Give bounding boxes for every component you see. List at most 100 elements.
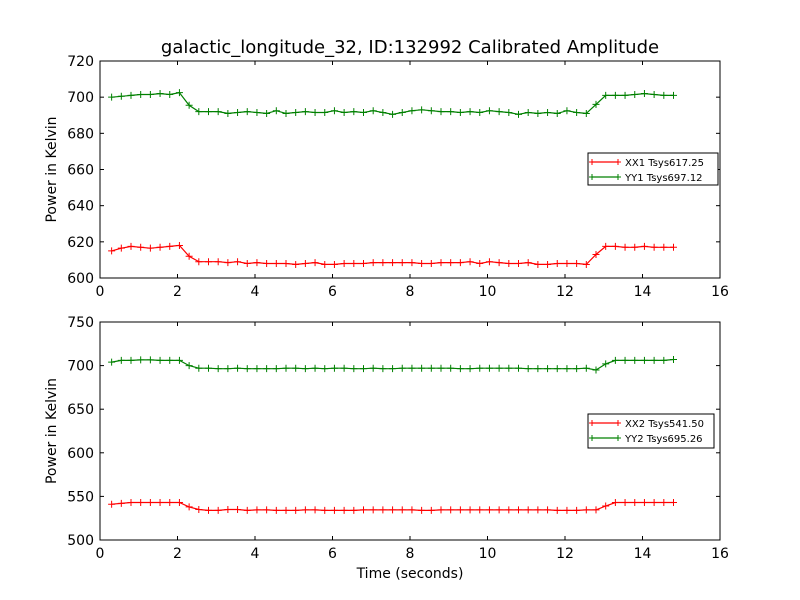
legend-label: XX2 Tsys541.50 xyxy=(625,419,704,430)
data-point xyxy=(117,92,125,100)
data-point xyxy=(621,356,629,364)
data-point xyxy=(321,260,329,268)
data-point xyxy=(350,506,358,514)
data-point xyxy=(156,356,164,364)
data-point xyxy=(369,506,377,514)
data-point xyxy=(292,109,300,117)
x-tick-label: 0 xyxy=(96,546,105,562)
data-point xyxy=(195,258,203,266)
data-point xyxy=(524,506,532,514)
data-point xyxy=(108,247,116,255)
data-point xyxy=(301,108,309,116)
data-point xyxy=(582,506,590,514)
data-point xyxy=(553,260,561,268)
data-point xyxy=(379,259,387,267)
data-point xyxy=(185,362,193,370)
data-point xyxy=(408,364,416,372)
data-point xyxy=(505,364,513,372)
data-point xyxy=(447,364,455,372)
y-tick-label: 660 xyxy=(67,163,94,179)
data-point xyxy=(263,260,271,268)
data-point xyxy=(330,364,338,372)
data-point xyxy=(243,260,251,268)
data-point xyxy=(456,109,464,117)
data-point xyxy=(640,356,648,364)
data-point xyxy=(127,91,135,99)
data-point xyxy=(389,259,397,267)
data-point xyxy=(476,506,484,514)
data-point xyxy=(602,242,610,250)
data-point xyxy=(495,108,503,116)
data-point xyxy=(563,260,571,268)
data-point xyxy=(602,91,610,99)
data-point xyxy=(272,107,280,115)
data-point xyxy=(292,506,300,514)
data-point xyxy=(418,106,426,114)
data-point xyxy=(340,506,348,514)
data-point xyxy=(505,109,513,117)
legend-marker xyxy=(589,435,621,441)
data-point xyxy=(389,365,397,373)
data-point xyxy=(205,258,212,266)
data-point xyxy=(427,364,435,372)
legend-marker xyxy=(589,159,621,165)
data-point xyxy=(515,260,522,268)
data-point xyxy=(369,364,377,372)
data-point xyxy=(650,243,658,251)
data-point xyxy=(573,260,581,268)
series-1 xyxy=(108,241,677,268)
data-point xyxy=(350,260,358,268)
data-point xyxy=(117,244,125,252)
data-point xyxy=(108,358,116,366)
data-point xyxy=(650,90,658,98)
y-tick-label: 680 xyxy=(67,126,94,142)
data-point xyxy=(621,499,629,507)
data-point xyxy=(398,259,406,267)
series-2 xyxy=(108,89,677,118)
data-point xyxy=(214,258,222,266)
data-point xyxy=(127,242,135,250)
data-point xyxy=(437,108,445,116)
legend: XX1 Tsys617.25 YY1 Tsys697.12 xyxy=(587,152,719,186)
data-point xyxy=(214,108,222,116)
data-point xyxy=(379,109,387,117)
data-point xyxy=(544,109,552,117)
data-point xyxy=(660,499,668,507)
y-axis-label: Power in Kelvin xyxy=(44,378,60,484)
data-point xyxy=(660,356,668,364)
data-point xyxy=(495,506,503,514)
data-point xyxy=(292,260,300,268)
data-point xyxy=(515,506,522,514)
data-point xyxy=(466,108,474,116)
data-point xyxy=(127,356,135,364)
y-tick-label: 700 xyxy=(67,90,94,106)
data-point xyxy=(224,365,232,373)
data-point xyxy=(398,506,406,514)
data-point xyxy=(234,364,242,372)
data-point xyxy=(515,110,522,118)
data-point xyxy=(418,506,426,514)
data-point xyxy=(253,109,261,117)
data-point xyxy=(476,364,484,372)
y-tick-label: 650 xyxy=(67,402,94,418)
data-point xyxy=(563,107,571,115)
legend-marker xyxy=(589,174,621,180)
data-point xyxy=(263,365,271,373)
data-point xyxy=(311,364,319,372)
data-point xyxy=(301,260,309,268)
data-point xyxy=(360,260,367,268)
data-point xyxy=(389,110,397,118)
data-point xyxy=(156,90,164,98)
data-point xyxy=(175,89,183,97)
legend-box xyxy=(587,413,715,449)
x-tick-label: 6 xyxy=(328,546,337,562)
data-point xyxy=(369,107,377,115)
data-point xyxy=(466,258,474,266)
data-point xyxy=(621,91,629,99)
figure-title: galactic_longitude_32, ID:132992 Calibra… xyxy=(161,37,659,58)
data-point xyxy=(369,259,377,267)
data-point xyxy=(117,499,125,507)
data-point xyxy=(602,360,610,368)
